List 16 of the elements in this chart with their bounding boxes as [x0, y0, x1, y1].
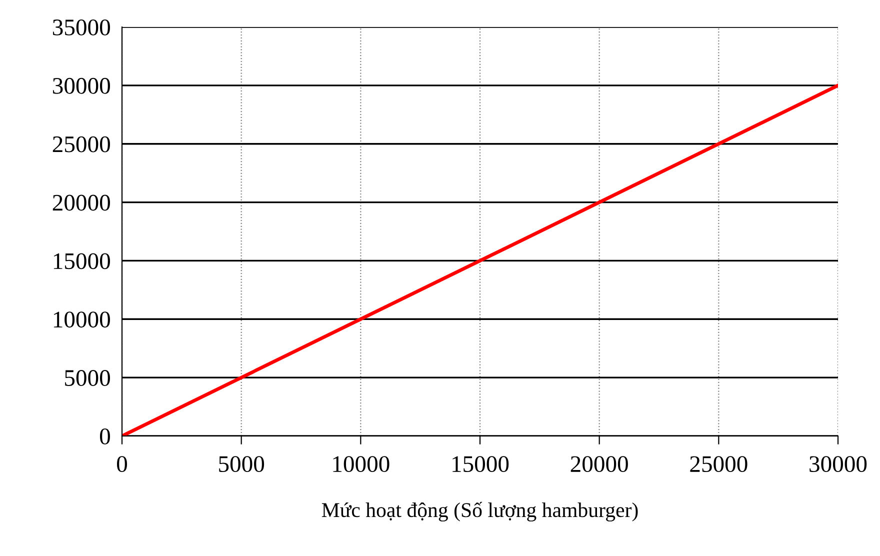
y-tick-label: 25000 [52, 136, 110, 152]
x-tick-label: 5000 [219, 456, 264, 472]
x-tick-label: 20000 [570, 456, 628, 472]
y-tick-label: 20000 [52, 194, 110, 211]
x-tick-label: 30000 [810, 456, 867, 472]
y-tick-label: 30000 [52, 78, 110, 94]
y-tick-label: 5000 [65, 370, 110, 386]
x-tick-label: 0 [116, 456, 128, 472]
y-tick-label: 0 [100, 428, 110, 444]
x-tick-label: 15000 [452, 456, 509, 472]
y-tick-label: 35000 [52, 19, 110, 36]
x-tick-label: 10000 [333, 456, 390, 472]
x-tick-label: 25000 [690, 456, 748, 472]
y-tick-label: 15000 [54, 253, 110, 270]
x-axis-title: Mức hoạt động (Số lượng hamburger) [322, 502, 638, 522]
y-tick-label: 10000 [54, 312, 110, 328]
